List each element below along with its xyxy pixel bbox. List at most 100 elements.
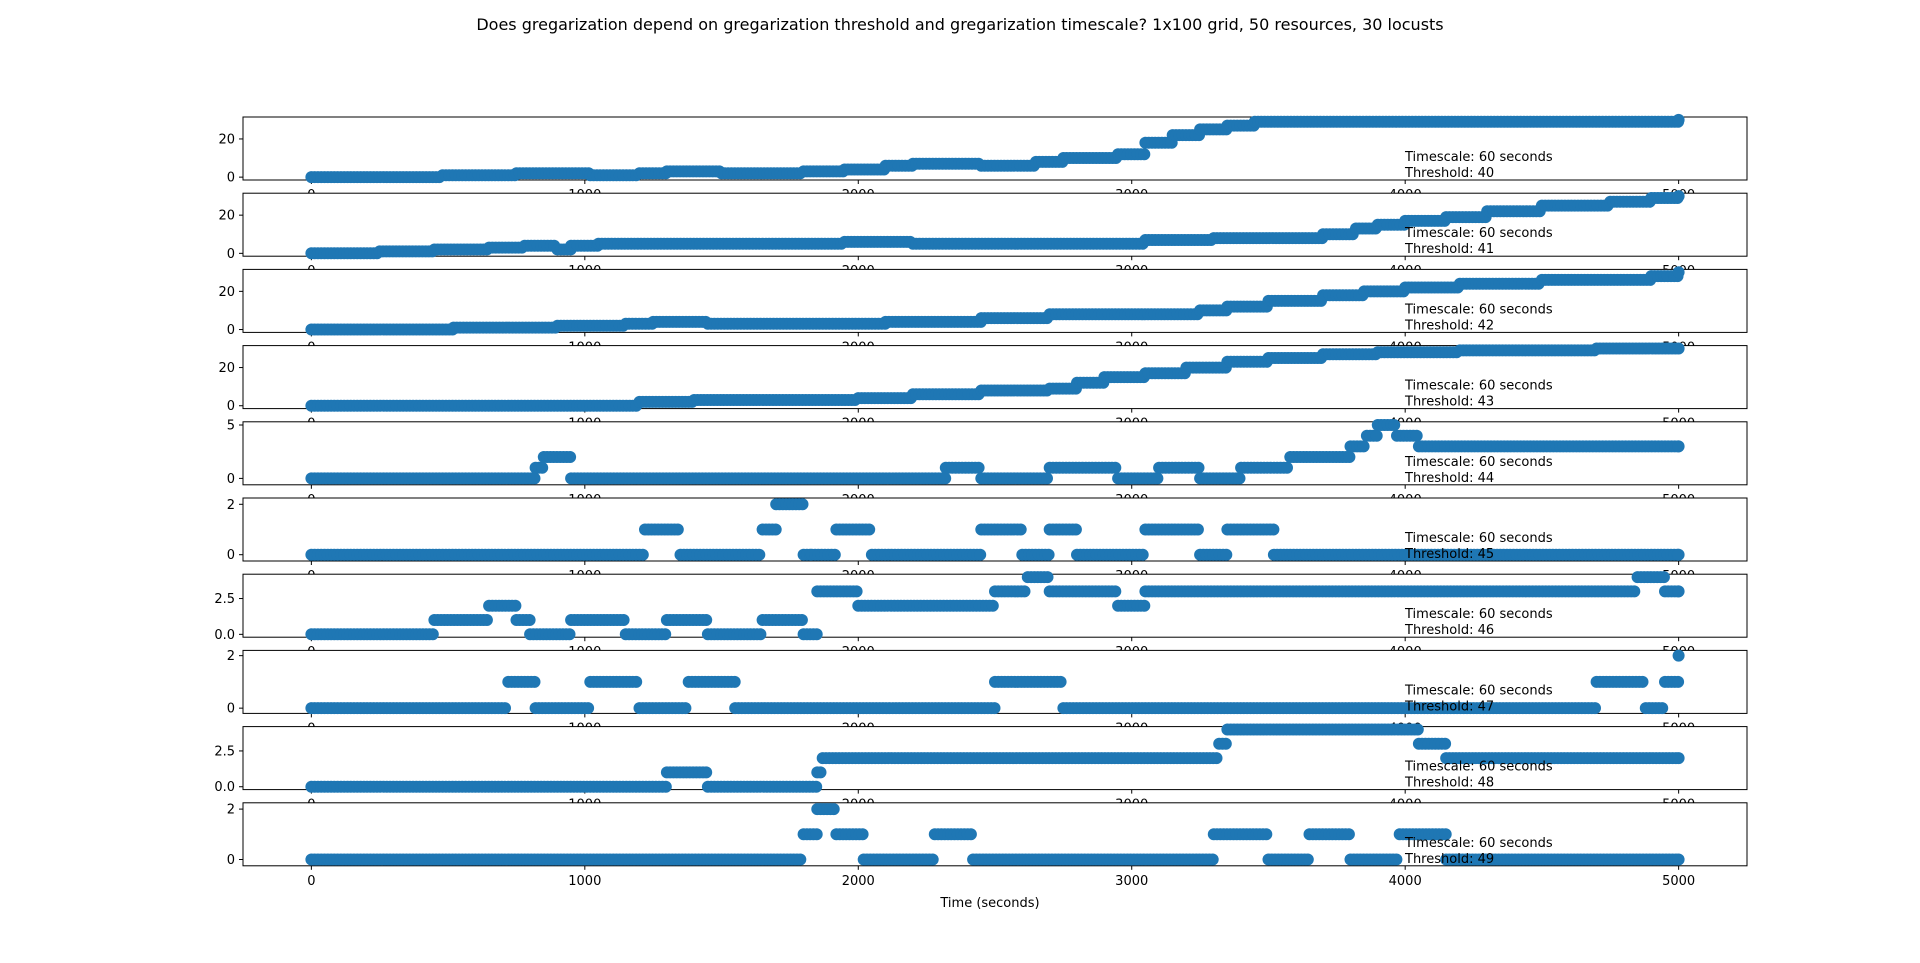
data-point <box>926 853 939 866</box>
data-point <box>636 548 649 561</box>
data-point <box>1388 419 1401 431</box>
data-point <box>810 628 823 641</box>
data-point <box>1301 853 1314 866</box>
data-point <box>1672 649 1685 662</box>
data-point <box>1109 461 1122 474</box>
data-point <box>794 853 807 866</box>
data-point <box>659 628 672 641</box>
series-points <box>305 571 1685 641</box>
data-point <box>480 614 493 626</box>
series-points <box>305 419 1685 485</box>
data-point <box>1109 585 1122 598</box>
data-point <box>964 828 977 841</box>
data-point <box>1220 548 1233 561</box>
data-point <box>509 599 522 612</box>
data-point <box>986 599 999 612</box>
data-point <box>523 614 536 626</box>
data-point <box>1628 585 1641 598</box>
data-point <box>1219 737 1232 750</box>
data-point <box>528 675 541 688</box>
data-point <box>827 803 840 816</box>
data-point <box>426 628 439 641</box>
data-point <box>1138 599 1151 612</box>
data-point <box>536 461 549 474</box>
data-point <box>728 675 741 688</box>
y-tick-label: 0 <box>227 171 235 186</box>
y-tick-label: 0 <box>227 323 235 338</box>
data-point <box>1018 585 1031 598</box>
data-point <box>856 828 869 841</box>
series-points <box>305 113 1685 184</box>
x-tick-label: 1000 <box>568 874 601 889</box>
y-tick-label: 0.0 <box>214 628 235 643</box>
data-point <box>1672 342 1685 355</box>
data-point <box>1370 429 1383 442</box>
data-point <box>1206 853 1219 866</box>
data-point <box>1390 853 1403 866</box>
annotation-line: Timescale: 60 seconds <box>1404 226 1553 241</box>
data-point <box>939 472 952 485</box>
annotation-line: Threshold: 40 <box>1404 166 1494 181</box>
data-point <box>1357 440 1370 453</box>
data-point <box>1672 548 1685 561</box>
y-tick-label: 0 <box>227 548 235 563</box>
x-tick-label: 4000 <box>1389 874 1422 889</box>
data-point <box>1657 571 1670 584</box>
annotation-line: Timescale: 60 seconds <box>1404 379 1553 394</box>
data-point <box>1672 113 1685 126</box>
data-point <box>1636 675 1649 688</box>
data-point <box>1672 585 1685 598</box>
y-tick-label: 0 <box>227 472 235 487</box>
data-point <box>814 766 827 779</box>
annotation-line: Threshold: 49 <box>1404 852 1494 867</box>
subplot-3: 010002000300040005000020Timescale: 60 se… <box>218 342 1748 432</box>
y-tick-label: 0 <box>227 399 235 414</box>
data-point <box>617 614 630 626</box>
y-tick-label: 20 <box>218 285 235 300</box>
annotation-line: Threshold: 45 <box>1404 547 1494 562</box>
data-point <box>1192 461 1205 474</box>
annotation-line: Timescale: 60 seconds <box>1404 150 1553 165</box>
series-points <box>305 266 1685 336</box>
data-point <box>1672 675 1685 688</box>
data-point <box>1672 190 1685 203</box>
data-point <box>795 614 808 626</box>
series-points <box>305 342 1685 412</box>
data-point <box>582 702 595 715</box>
annotation-line: Threshold: 44 <box>1404 471 1494 486</box>
data-point <box>974 548 987 561</box>
data-point <box>1343 451 1356 463</box>
data-point <box>810 780 823 793</box>
annotation-line: Timescale: 60 seconds <box>1404 607 1553 622</box>
data-point <box>769 523 782 536</box>
annotation-line: Timescale: 60 seconds <box>1404 302 1553 317</box>
data-point <box>564 451 577 463</box>
annotation-line: Threshold: 41 <box>1404 242 1494 257</box>
data-point <box>700 614 713 626</box>
data-point <box>1191 523 1204 536</box>
data-point <box>1233 472 1246 485</box>
data-point <box>1439 737 1452 750</box>
data-point <box>630 675 643 688</box>
data-point <box>1672 853 1685 866</box>
data-point <box>1041 571 1054 584</box>
y-tick-label: 0 <box>227 702 235 717</box>
y-tick-label: 5 <box>227 419 235 434</box>
x-tick-label: 0 <box>307 874 315 889</box>
annotation-line: Threshold: 43 <box>1404 395 1494 410</box>
data-point <box>1410 429 1423 442</box>
data-point <box>1014 523 1027 536</box>
y-tick-label: 20 <box>218 361 235 376</box>
x-axis-label: Time (seconds) <box>939 896 1039 911</box>
y-tick-label: 2 <box>227 649 235 664</box>
data-point <box>988 702 1001 715</box>
subplot-2: 010002000300040005000020Timescale: 60 se… <box>218 266 1748 355</box>
data-point <box>753 548 766 561</box>
subplots: 010002000300040005000020Timescale: 60 se… <box>214 113 1748 889</box>
series-points <box>305 190 1685 260</box>
y-tick-label: 0 <box>227 853 235 868</box>
data-point <box>700 766 713 779</box>
